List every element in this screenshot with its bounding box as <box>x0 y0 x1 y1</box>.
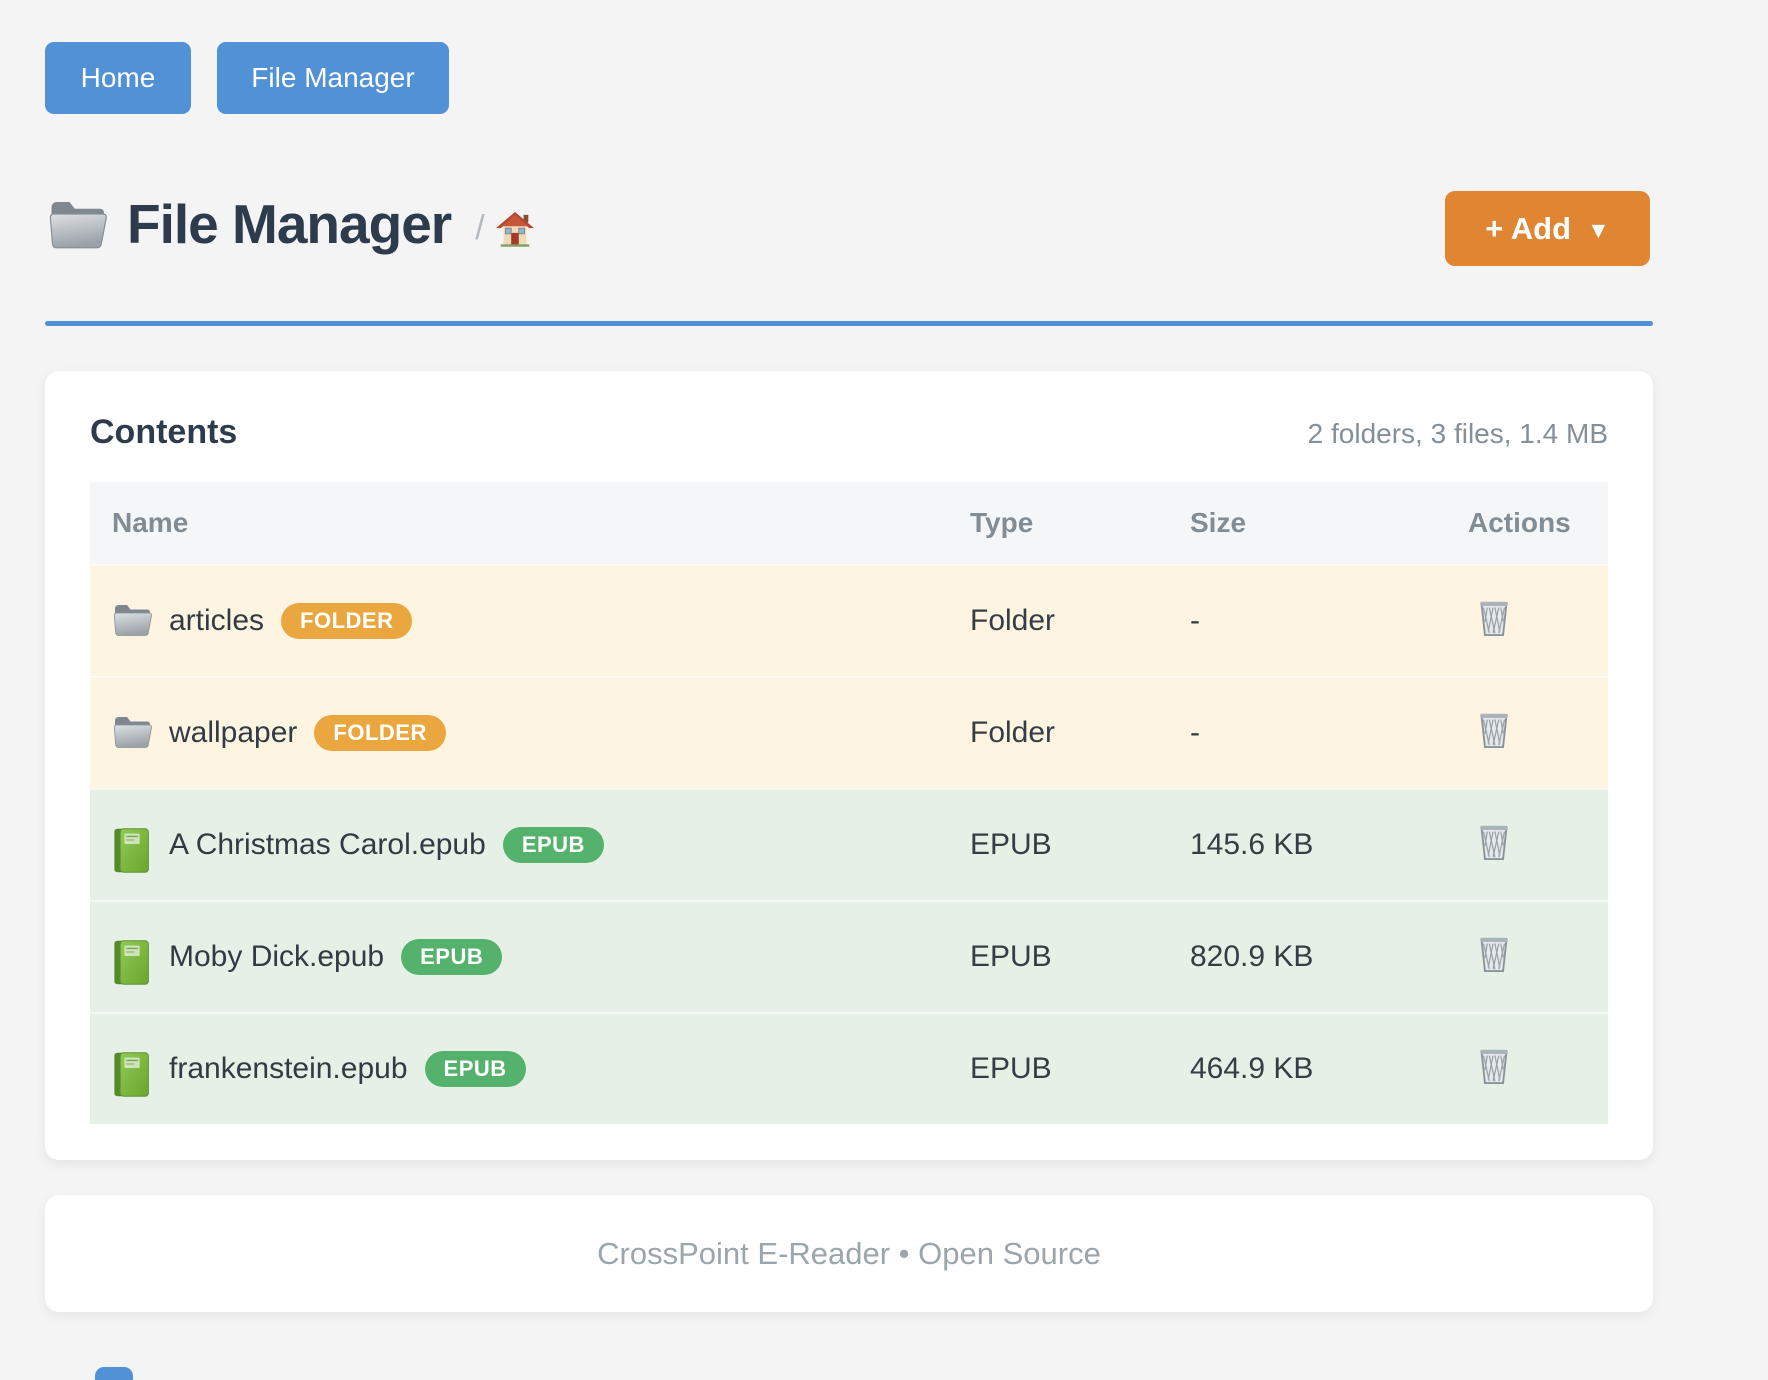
delete-button[interactable] <box>1476 709 1512 749</box>
book-icon <box>112 1051 152 1097</box>
trash-icon <box>1476 825 1512 864</box>
file-size: 820.9 KB <box>1190 940 1314 973</box>
file-badge: EPUB <box>401 939 503 975</box>
file-type: Folder <box>970 716 1056 749</box>
file-size: - <box>1190 716 1200 749</box>
table-row: wallpaper FOLDER Folder - <box>90 676 1608 788</box>
footer-text: CrossPoint E-Reader • Open Source <box>597 1235 1101 1271</box>
table-body: articles FOLDER Folder - <box>90 564 1608 1124</box>
file-type: EPUB <box>970 940 1052 973</box>
folder-icon <box>112 715 152 751</box>
file-table: Name Type Size Actions articles FOLDER F… <box>90 482 1608 1124</box>
trash-icon <box>1476 601 1512 640</box>
page-title: File Manager <box>127 193 452 255</box>
trash-icon <box>1476 937 1512 976</box>
file-badge: FOLDER <box>314 715 446 751</box>
file-name: articles <box>169 604 265 637</box>
contents-card: Contents 2 folders, 3 files, 1.4 MB Name… <box>45 371 1653 1160</box>
file-type: EPUB <box>970 828 1052 861</box>
breadcrumb-separator: / <box>475 208 485 247</box>
folder-icon <box>47 199 107 249</box>
book-icon <box>112 827 152 873</box>
file-badge: EPUB <box>424 1051 526 1087</box>
file-badge: EPUB <box>502 827 604 863</box>
file-link[interactable]: articles FOLDER <box>90 603 948 639</box>
delete-button[interactable] <box>1476 821 1512 861</box>
file-name: A Christmas Carol.epub <box>169 828 486 861</box>
house-icon[interactable] <box>495 211 535 247</box>
file-link[interactable]: Moby Dick.epub EPUB <box>90 939 948 985</box>
file-name: wallpaper <box>169 716 298 749</box>
table-row: A Christmas Carol.epub EPUB EPUB 145.6 K… <box>90 788 1608 900</box>
file-link[interactable]: wallpaper FOLDER <box>90 715 948 751</box>
file-badge: FOLDER <box>281 603 413 639</box>
trash-icon <box>1476 1049 1512 1088</box>
delete-button[interactable] <box>1476 1045 1512 1085</box>
header-divider <box>45 321 1653 326</box>
book-icon <box>112 939 152 985</box>
contents-title: Contents <box>90 413 238 451</box>
file-name: Moby Dick.epub <box>169 940 385 973</box>
add-button[interactable]: + Add ▼ <box>1445 191 1650 266</box>
column-header-name: Name <box>112 507 189 538</box>
file-size: 464.9 KB <box>1190 1052 1314 1085</box>
contents-summary: 2 folders, 3 files, 1.4 MB <box>1307 418 1608 449</box>
chevron-down-icon: ▼ <box>1587 216 1610 243</box>
table-header-row: Name Type Size Actions <box>90 482 1608 564</box>
delete-button[interactable] <box>1476 933 1512 973</box>
table-row: frankenstein.epub EPUB EPUB 464.9 KB <box>90 1012 1608 1124</box>
table-row: Moby Dick.epub EPUB EPUB 820.9 KB <box>90 900 1608 1012</box>
file-link[interactable]: frankenstein.epub EPUB <box>90 1051 948 1097</box>
file-link[interactable]: A Christmas Carol.epub EPUB <box>90 827 948 873</box>
file-type: Folder <box>970 604 1056 637</box>
footer-card: CrossPoint E-Reader • Open Source <box>45 1195 1653 1312</box>
file-size: 145.6 KB <box>1190 828 1314 861</box>
column-header-actions: Actions <box>1468 507 1571 538</box>
add-button-label: + Add <box>1485 210 1572 246</box>
file-type: EPUB <box>970 1052 1052 1085</box>
page-header: File Manager / <box>47 192 535 256</box>
column-header-type: Type <box>970 507 1034 538</box>
table-row: articles FOLDER Folder - <box>90 564 1608 676</box>
delete-button[interactable] <box>1476 597 1512 637</box>
column-header-size: Size <box>1190 507 1247 538</box>
trash-icon <box>1476 713 1512 752</box>
home-button[interactable]: Home <box>45 42 191 114</box>
folder-icon <box>112 603 152 639</box>
partial-button-fragment <box>95 1367 133 1380</box>
file-name: frankenstein.epub <box>169 1052 408 1085</box>
file-manager-button[interactable]: File Manager <box>217 42 449 114</box>
file-size: - <box>1190 604 1200 637</box>
